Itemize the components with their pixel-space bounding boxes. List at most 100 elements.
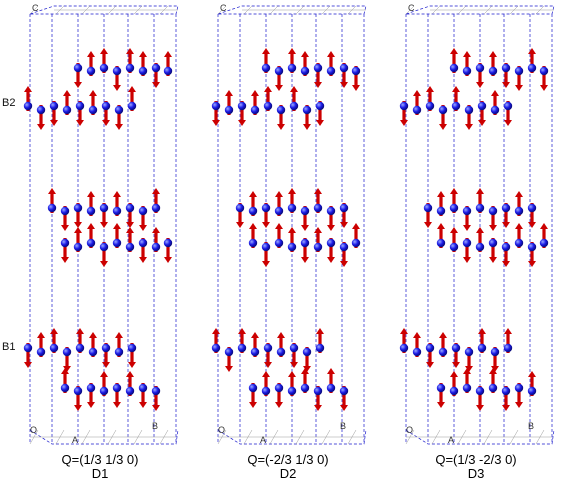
cell-grid [29,5,178,445]
spin-site [462,206,472,231]
spin-site [488,238,498,263]
spin-site [425,86,435,111]
spin-site [151,386,161,411]
c-axis-label: C [220,3,227,13]
a-axis-label: A [448,435,455,445]
q-vector-label: Q=(1/3 -2/3 0) [435,452,517,467]
spin-site [73,386,83,411]
spin-site [163,238,173,263]
spin-site [438,332,448,357]
spin-site [475,227,485,252]
upper-layer-top [73,48,173,91]
middle-layer-top [47,188,161,231]
spin-site [514,383,524,408]
unit-cell-frame [29,5,179,445]
spin-site [451,343,461,368]
spin-site [60,206,70,231]
spin-site [112,66,122,91]
spin-site [62,90,72,115]
spin-site [127,86,137,111]
spin-site [163,51,173,76]
spin-site [88,90,98,115]
spin-site [289,343,299,368]
spin-site [62,347,72,372]
spin-site [274,66,284,91]
spin-site [313,227,323,252]
structure-d1 [23,5,179,445]
spin-site [73,63,83,88]
spin-site [412,90,422,115]
spin-site [302,105,312,130]
spin-site [112,383,122,408]
middle-layer-bottom [60,223,173,267]
upper-layer-top [261,48,361,91]
spin-site [326,238,336,263]
spin-site [351,223,361,248]
spin-site [399,101,409,126]
spin-site [326,51,336,76]
spin-site [86,191,96,216]
spin-site [339,242,349,267]
spin-site [501,242,511,267]
spin-site [101,343,111,368]
panel-name: D1 [91,466,109,481]
spin-site [514,66,524,91]
spin-site [315,328,325,353]
spin-site [313,386,323,411]
spin-site [36,332,46,357]
spin-site [112,223,122,248]
spin-site [75,101,85,126]
spin-site [248,191,258,216]
spin-site [125,371,135,396]
spin-site [300,368,310,393]
spin-site [462,51,472,76]
spin-site [49,101,59,126]
spin-site [248,383,258,408]
spin-site [527,48,537,73]
spin-site [49,328,59,353]
spin-site [287,188,297,213]
spin-site [73,227,83,252]
spin-site [276,332,286,357]
lower-layer-bottom [60,368,161,411]
b-axis-label: B [340,421,347,431]
spin-site [86,223,96,248]
spin-site [112,191,122,216]
spin-site [125,48,135,73]
spin-site [326,368,336,393]
spin-site [351,66,361,91]
upper-layer-bottom [399,86,513,130]
panel-name: D2 [279,466,297,481]
panel-d1: C O A B B2 B1 Q=(1/3 1/3 0) D1 [2,0,192,485]
lower-layer-bottom [248,368,349,411]
panel-d2: C O A B Q=(-2/3 1/3 0) D2 [196,0,380,485]
upper-layer-bottom [211,86,325,130]
spin-site [464,105,474,130]
spin-site [514,191,524,216]
layer-label-b1: B1 [2,341,16,353]
spin-site [75,328,85,353]
spin-site [436,383,446,408]
spin-site [235,203,245,228]
spin-site [300,238,310,263]
spin-site [99,371,109,396]
spin-site [326,206,336,231]
spin-site [73,203,83,228]
spin-site [436,223,446,248]
middle-layer-top [235,188,349,231]
spin-site [138,51,148,76]
spin-site [248,223,258,248]
spin-site [138,238,148,263]
upper-layer-top [449,48,549,91]
spin-site [86,51,96,76]
spin-site [514,223,524,248]
spin-site [438,105,448,130]
spin-site [250,332,260,357]
spin-site [274,383,284,408]
spin-site [339,63,349,88]
spin-site [436,191,446,216]
spin-site [488,368,498,393]
spin-site [451,86,461,111]
spin-site [276,105,286,130]
spin-site [114,332,124,357]
